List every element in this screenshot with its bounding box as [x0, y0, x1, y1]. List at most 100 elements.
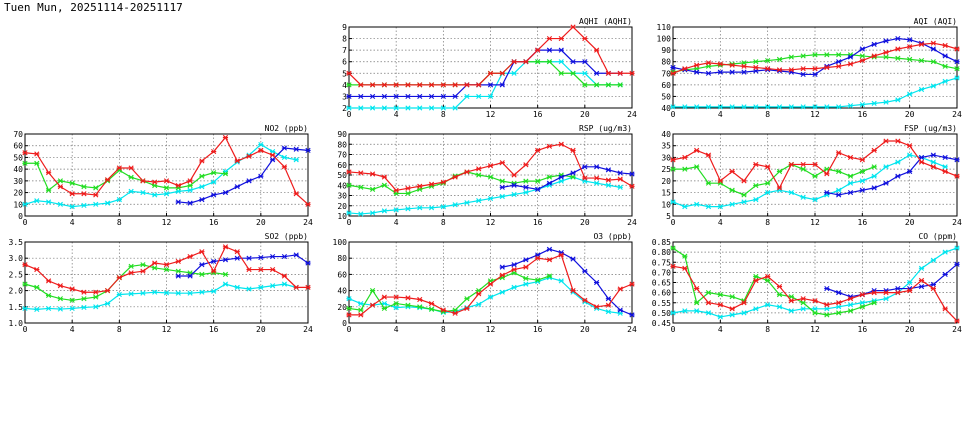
data-point-marker: [358, 82, 364, 88]
data-point-marker: [428, 93, 435, 100]
x-tick-label: 8: [117, 325, 122, 334]
y-tick-label: 25: [661, 165, 671, 174]
data-point-marker: [369, 82, 376, 88]
data-point-marker: [346, 296, 352, 302]
data-point-marker: [281, 164, 288, 170]
data-point-marker: [812, 173, 818, 179]
data-point-marker: [682, 265, 688, 271]
data-point-marker: [358, 307, 364, 313]
x-tick-label: 8: [441, 325, 446, 334]
data-point-marker: [705, 60, 712, 66]
data-point-marker: [45, 187, 52, 193]
data-point-marker: [34, 198, 40, 204]
data-point-marker: [776, 67, 783, 73]
data-point-marker: [570, 174, 576, 180]
plot-frame: [672, 133, 958, 217]
series-line: [502, 248, 633, 316]
x-tick-label: 4: [70, 325, 75, 334]
data-point-marker: [741, 104, 747, 110]
data-point-marker: [694, 285, 700, 292]
x-tick-label: 16: [209, 218, 219, 227]
plot-frame: [672, 26, 958, 109]
series-group: [346, 169, 576, 197]
data-point-marker: [582, 297, 588, 303]
data-point-marker: [871, 185, 877, 191]
y-tick-label: 40: [337, 287, 347, 296]
data-point-marker: [741, 300, 747, 306]
data-point-marker: [428, 181, 435, 187]
series-group: [22, 244, 311, 295]
y-tick-label: 10: [661, 200, 671, 209]
data-point-marker: [847, 154, 854, 161]
data-point-marker: [871, 100, 877, 106]
data-point-marker: [907, 288, 913, 294]
data-point-marker: [605, 82, 612, 88]
y-tick-label: 5: [666, 212, 671, 221]
x-tick-label: 8: [765, 218, 770, 227]
data-point-marker: [629, 281, 635, 287]
data-point-marker: [211, 192, 217, 198]
data-point-marker: [930, 59, 936, 65]
data-point-marker: [440, 105, 446, 111]
data-point-marker: [546, 47, 553, 53]
data-point-marker: [417, 183, 423, 189]
data-point-marker: [393, 187, 399, 193]
data-point-marker: [788, 104, 794, 110]
data-point-marker: [199, 262, 205, 268]
data-point-marker: [558, 252, 564, 258]
data-point-marker: [836, 290, 842, 296]
data-point-marker: [270, 152, 276, 158]
data-point-marker: [405, 105, 411, 111]
data-point-marker: [487, 174, 494, 180]
y-tick-label: 5: [342, 69, 347, 78]
data-point-marker: [883, 99, 889, 105]
data-point-marker: [918, 277, 925, 284]
y-tick-label: 4: [342, 81, 347, 90]
data-point-marker: [128, 165, 134, 171]
data-point-marker: [729, 62, 735, 68]
data-point-marker: [895, 55, 901, 61]
data-point-marker: [487, 70, 494, 76]
data-point-marker: [942, 53, 948, 59]
data-point-marker: [717, 292, 723, 298]
data-point-marker: [729, 306, 735, 312]
data-point-marker: [393, 93, 399, 100]
data-point-marker: [705, 310, 712, 316]
y-tick-label: 9: [342, 23, 347, 32]
data-point-marker: [369, 105, 376, 111]
data-point-marker: [824, 189, 830, 196]
data-point-marker: [670, 104, 676, 110]
data-point-marker: [452, 174, 458, 180]
chart-title: SO2 (ppb): [265, 232, 308, 241]
data-point-marker: [930, 281, 936, 288]
series-group: [22, 281, 299, 312]
data-point-marker: [293, 146, 299, 152]
data-point-marker: [487, 281, 494, 287]
data-point-marker: [918, 265, 925, 271]
x-tick-label: 4: [394, 218, 399, 227]
data-point-marker: [812, 197, 818, 203]
data-point-marker: [570, 59, 576, 65]
data-point-marker: [22, 262, 28, 268]
data-point-marker: [907, 143, 913, 149]
y-tick-label: 1.5: [9, 303, 24, 312]
series-group: [670, 75, 960, 110]
data-point-marker: [487, 195, 494, 202]
y-tick-label: 20: [337, 303, 347, 312]
series-group: [824, 152, 960, 198]
data-point-marker: [246, 286, 252, 292]
data-point-marker: [895, 97, 901, 103]
data-point-marker: [234, 255, 240, 261]
data-point-marker: [570, 147, 576, 153]
data-point-marker: [670, 245, 676, 251]
y-tick-label: 40: [337, 181, 347, 190]
data-point-marker: [729, 312, 735, 318]
data-point-marker: [617, 307, 623, 313]
data-point-marker: [546, 257, 553, 263]
data-point-marker: [954, 318, 960, 324]
data-point-marker: [824, 312, 830, 318]
x-tick-label: 12: [486, 325, 496, 334]
data-point-marker: [487, 82, 494, 88]
data-point-marker: [847, 180, 854, 186]
x-tick-label: 20: [580, 110, 590, 119]
